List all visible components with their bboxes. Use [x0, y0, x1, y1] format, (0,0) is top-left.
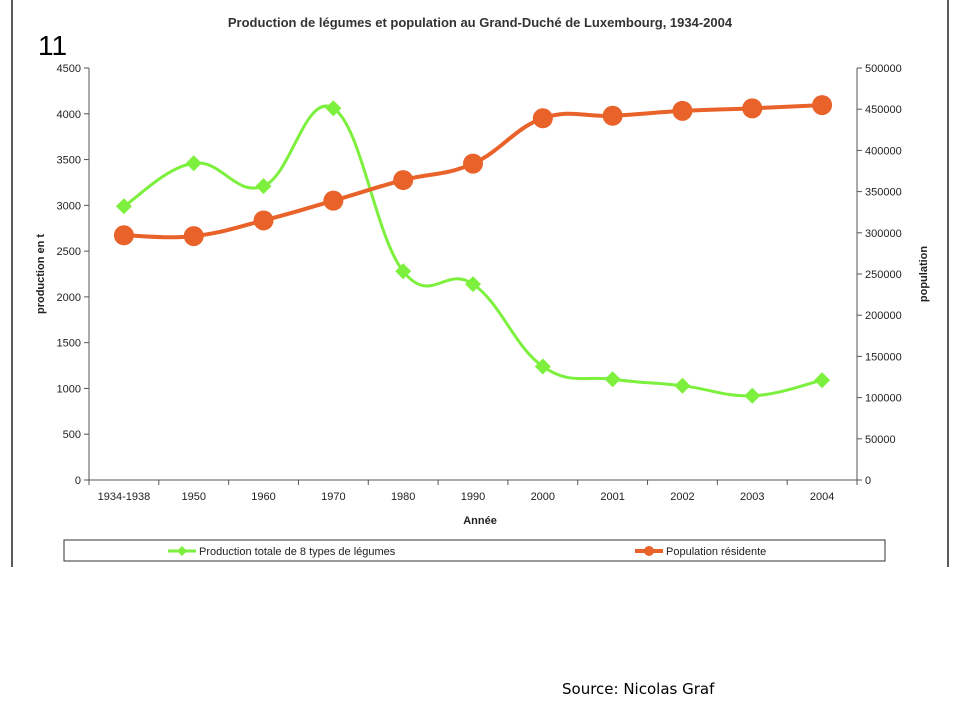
x-tick-label: 1990 — [461, 491, 485, 503]
legend: Production totale de 8 types de légumes P… — [63, 539, 886, 562]
x-tick-label: 1960 — [251, 491, 275, 503]
legend-marker-population — [644, 546, 654, 556]
y-axis-title-right: population — [918, 246, 930, 302]
legend-marker-production — [177, 546, 187, 556]
x-tick-label: 2002 — [670, 491, 694, 503]
x-tick-label: 1934-1938 — [98, 491, 151, 503]
y-tick-label-right: 450000 — [865, 104, 902, 116]
y-tick-label-right: 250000 — [865, 269, 902, 281]
slide-frame-left — [11, 0, 13, 567]
data-point-production — [325, 100, 342, 117]
y-tick-label-left: 4000 — [57, 109, 81, 121]
y-tick-label-left: 1000 — [57, 383, 81, 395]
data-point-population — [812, 95, 833, 116]
y-tick-label-left: 500 — [63, 429, 81, 441]
data-point-population — [602, 105, 623, 126]
y-tick-label-right: 200000 — [865, 310, 902, 322]
slide-frame-right — [947, 0, 949, 567]
chart-title: Production de légumes et population au G… — [228, 15, 733, 30]
data-point-production — [255, 178, 272, 195]
plot-area: 0 500 1000 1500 2000 2500 3000 3500 4000 4500 0 500… — [57, 63, 902, 503]
data-point-population — [532, 108, 553, 129]
x-tick-label: 1970 — [321, 491, 345, 503]
data-point-production — [395, 263, 412, 280]
data-point-production — [674, 377, 691, 394]
y-tick-label-left: 1500 — [57, 338, 81, 350]
data-point-population — [393, 170, 414, 191]
x-axis-title: Année — [463, 515, 497, 527]
y-tick-label-right: 50000 — [865, 434, 896, 446]
x-tick-label: 2001 — [600, 491, 624, 503]
y-tick-label-right: 350000 — [865, 187, 902, 199]
data-point-population — [253, 210, 274, 231]
y-tick-label-left: 4500 — [57, 63, 81, 75]
data-point-population — [742, 98, 763, 119]
source-note: Source: Nicolas Graf — [562, 680, 715, 698]
y-tick-label-right: 100000 — [865, 393, 902, 405]
y-tick-label-right: 500000 — [865, 63, 902, 75]
data-point-production — [604, 371, 621, 388]
data-point-production — [534, 358, 551, 375]
data-point-population — [463, 153, 483, 174]
y-tick-label-left: 2500 — [57, 246, 81, 258]
x-tick-label: 2000 — [531, 491, 555, 503]
data-point-production — [115, 198, 132, 215]
data-point-production — [744, 387, 761, 404]
data-point-population — [183, 226, 204, 247]
y-axis-title-left: production en t — [35, 234, 47, 314]
x-tick-label: 1950 — [181, 491, 205, 503]
y-tick-label-right: 300000 — [865, 228, 902, 240]
x-tick-label: 1980 — [391, 491, 415, 503]
y-tick-label-right: 400000 — [865, 145, 902, 157]
y-tick-label-left: 3000 — [57, 200, 81, 212]
legend-label-production: Production totale de 8 types de légumes — [199, 546, 396, 558]
y-tick-label-right: 150000 — [865, 351, 902, 363]
x-tick-label: 2003 — [740, 491, 764, 503]
data-point-production — [814, 372, 831, 389]
slide-number: 11 — [38, 30, 68, 61]
legend-box — [63, 539, 886, 562]
y-tick-label-right: 0 — [865, 475, 871, 487]
data-point-population — [113, 225, 134, 246]
data-point-production — [465, 276, 481, 293]
y-tick-label-left: 3500 — [57, 155, 81, 167]
x-tick-label: 2004 — [810, 491, 834, 503]
y-tick-label-left: 0 — [75, 475, 81, 487]
data-point-population — [323, 190, 344, 211]
data-point-population — [672, 100, 693, 121]
y-tick-label-left: 2000 — [57, 292, 81, 304]
series-line-production — [123, 104, 823, 398]
data-point-production — [185, 155, 202, 172]
legend-label-population: Population résidente — [666, 546, 766, 558]
